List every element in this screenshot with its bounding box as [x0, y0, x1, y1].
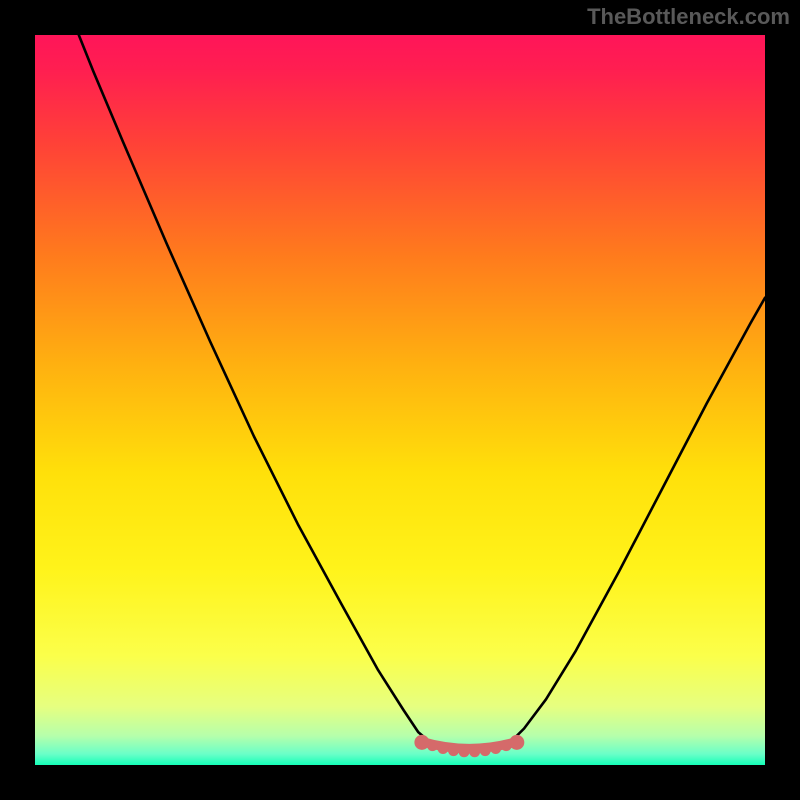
optimal-marker: [414, 735, 429, 750]
optimal-marker: [459, 746, 470, 757]
chart-svg: [0, 0, 800, 800]
optimal-marker: [490, 743, 501, 754]
optimal-marker: [448, 745, 459, 756]
optimal-marker: [509, 735, 524, 750]
optimal-marker: [469, 746, 480, 757]
optimal-marker: [480, 745, 491, 756]
bottleneck-chart: TheBottleneck.com: [0, 0, 800, 800]
optimal-marker: [437, 743, 448, 754]
optimal-marker: [427, 740, 438, 751]
chart-background: [35, 35, 765, 765]
